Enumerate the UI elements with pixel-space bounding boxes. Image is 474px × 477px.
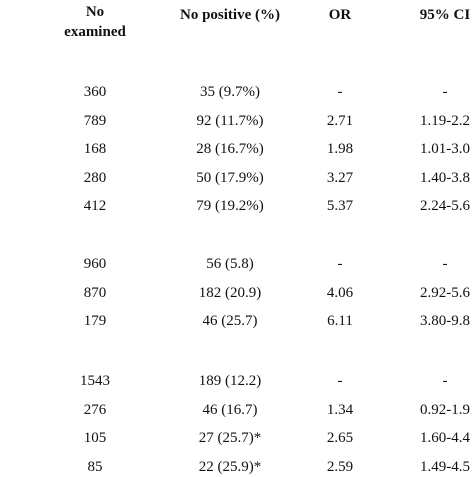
table-cell: 276 [83,401,107,418]
table-cell: 3.80-9.8 [420,313,470,329]
table-cell: 1.49-4.5 [420,458,470,475]
table-cell: 1.98 [326,141,354,157]
table-cell: 27 (25.7)* [198,430,262,446]
column-header: No examined [64,4,126,40]
table-cell: 360 [83,84,107,100]
table-cell: 1543 [80,373,110,389]
table-cell: 1.40-3.8 [420,169,470,186]
table-cell: 79 (19.2%) [196,198,264,214]
table-cell: 3.27 [326,169,354,186]
table-cell: 2.24-5.6 [420,198,470,214]
table-cell: 1.60-4.4 [420,430,470,446]
table-cell: - [442,84,448,100]
table-cell: 46 (25.7) [202,313,258,329]
table-cell: 870 [83,284,107,301]
table-cell: 35 (9.7%) [200,84,260,100]
table-cell: 960 [83,256,107,272]
table-cell: 189 (12.2) [198,373,262,389]
table-cell: 22 (25.9)* [198,458,262,475]
column-header: No positive (%) [180,7,280,23]
table-cell: 168 [83,141,107,157]
table-cell: - [337,373,343,389]
table-cell: 92 (11.7%) [196,112,264,129]
table-cell: 1.01-3.0 [420,141,470,157]
table-cell: 50 (17.9%) [196,169,264,186]
table-cell: 0.92-1.9 [420,401,470,418]
table-cell: 4.06 [326,284,354,301]
table-cell: 85 [87,458,103,475]
table-cell: 2.65 [326,430,354,446]
table-cell: 5.37 [326,198,354,214]
table-cell: - [337,256,343,272]
table-cell: 56 (5.8) [206,256,254,272]
table-cell: 789 [83,112,107,129]
table-cell: 2.59 [326,458,354,475]
table-cell: 1.34 [326,401,354,418]
table-cell: 105 [83,430,107,446]
table-cell: 2.92-5.6 [420,284,470,301]
table-cell: 280 [83,169,107,186]
table-cell: 2.71 [326,112,354,129]
table-cell: - [442,373,448,389]
table-cell: 46 (16.7) [202,401,258,418]
table-cell: 1.19-2.2 [420,112,470,129]
table-cell: - [337,84,343,100]
column-header: 95% CI [419,7,471,23]
column-header: OR [328,7,352,23]
table-cell: 182 (20.9) [198,284,262,301]
table-cell: 28 (16.7%) [196,141,264,157]
table-cell: 6.11 [327,313,353,329]
table-cell: - [442,256,448,272]
table-cell: 412 [83,198,107,214]
table-cell: 179 [83,313,107,329]
